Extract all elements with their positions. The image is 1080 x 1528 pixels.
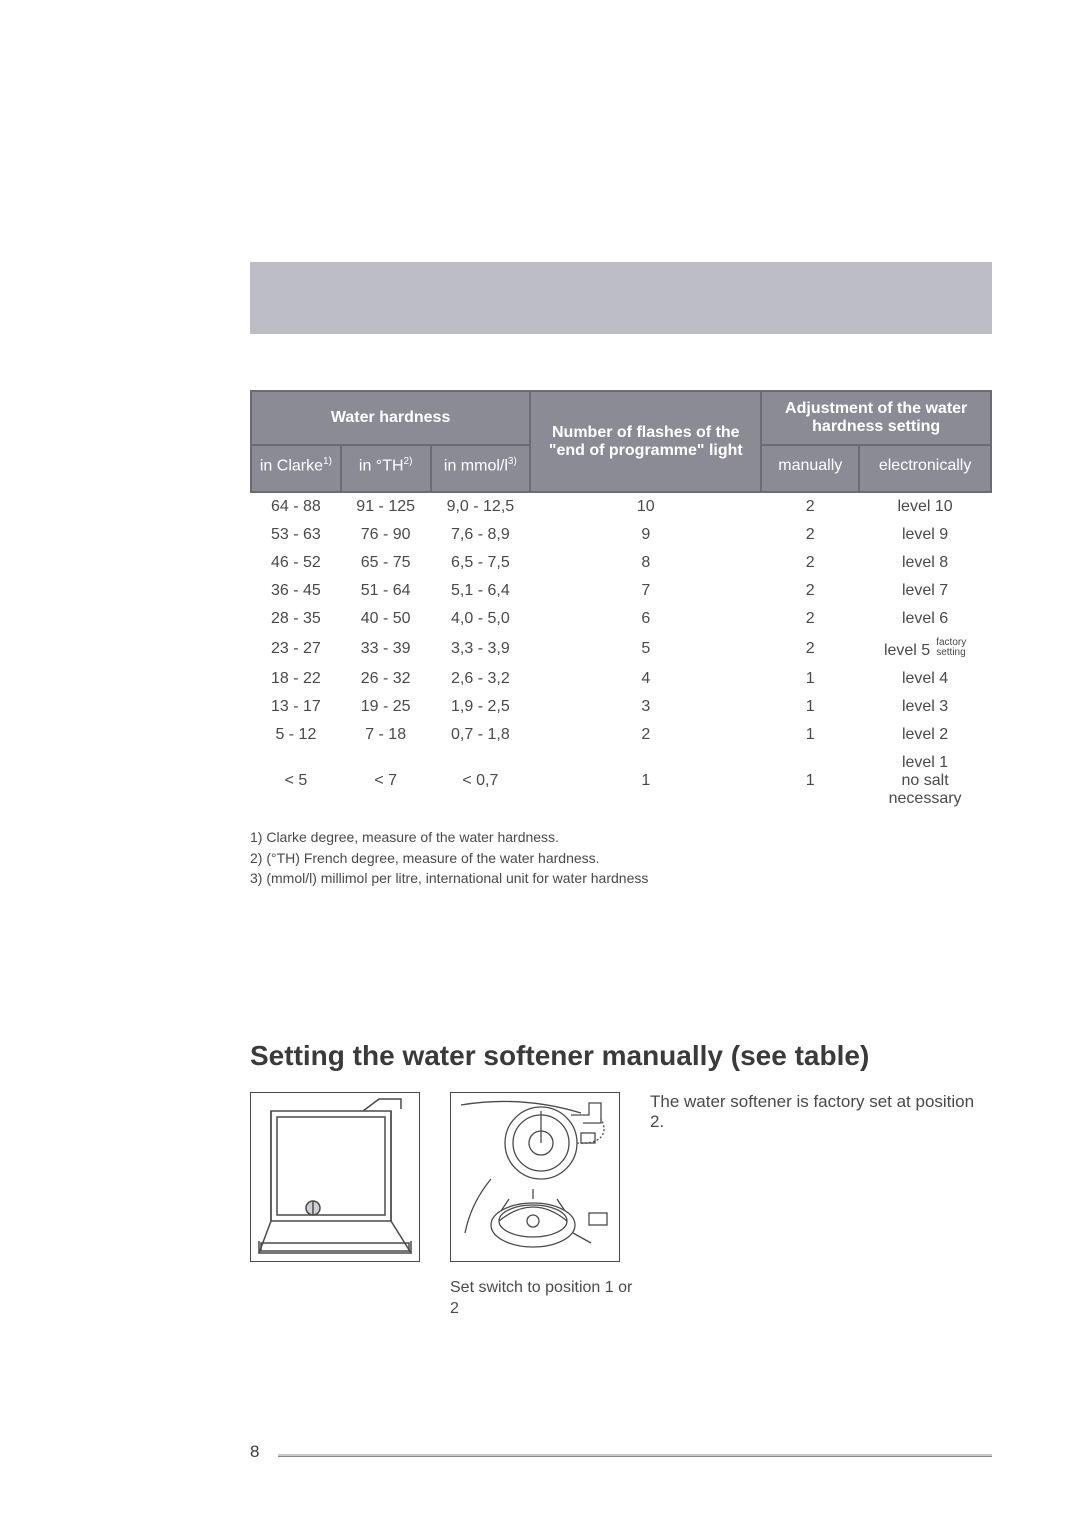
section-body-text: The water softener is factory set at pos… xyxy=(650,1092,992,1132)
table-cell: 5 - 12 xyxy=(251,721,341,749)
table-cell: 1,9 - 2,5 xyxy=(431,693,531,721)
table-cell: 1 xyxy=(761,749,859,813)
table-row: < 5< 7< 0,711level 1 no salt necessary xyxy=(251,749,991,813)
table-cell: 7,6 - 8,9 xyxy=(431,521,531,549)
table-cell: 46 - 52 xyxy=(251,549,341,577)
table-cell-level: level 6 xyxy=(859,605,991,633)
table-row: 23 - 2733 - 393,3 - 3,952level 5factory … xyxy=(251,633,991,665)
table-cell: 2 xyxy=(761,577,859,605)
th-clarke: in Clarke1) xyxy=(251,445,341,492)
table-cell-level: level 8 xyxy=(859,549,991,577)
table-row: 5 - 127 - 180,7 - 1,821level 2 xyxy=(251,721,991,749)
header-band xyxy=(250,262,992,334)
footnote-1: 1) Clarke degree, measure of the water h… xyxy=(250,827,992,847)
table-cell: < 7 xyxy=(341,749,431,813)
table-cell-level: level 10 xyxy=(859,492,991,521)
table-cell-level: level 4 xyxy=(859,665,991,693)
table-cell: 91 - 125 xyxy=(341,492,431,521)
table-cell-level: level 7 xyxy=(859,577,991,605)
table-cell: 76 - 90 xyxy=(341,521,431,549)
table-cell: 2 xyxy=(761,549,859,577)
table-cell: 40 - 50 xyxy=(341,605,431,633)
water-hardness-table: Water hardness Number of flashes of the … xyxy=(250,390,992,813)
table-cell: 7 - 18 xyxy=(341,721,431,749)
table-cell: 8 xyxy=(530,549,761,577)
th-adjustment: Adjustment of the water hardness setting xyxy=(761,391,991,445)
table-cell: 28 - 35 xyxy=(251,605,341,633)
table-cell: 64 - 88 xyxy=(251,492,341,521)
th-mmol: in mmol/l3) xyxy=(431,445,531,492)
footnote-3: 3) (mmol/l) millimol per litre, internat… xyxy=(250,868,992,888)
table-cell: 18 - 22 xyxy=(251,665,341,693)
table-cell: 33 - 39 xyxy=(341,633,431,665)
table-body: 64 - 8891 - 1259,0 - 12,5102level 1053 -… xyxy=(251,492,991,813)
table-cell-level: level 3 xyxy=(859,693,991,721)
table-cell: 5,1 - 6,4 xyxy=(431,577,531,605)
table-cell: 2 xyxy=(761,492,859,521)
table-row: 53 - 6376 - 907,6 - 8,992level 9 xyxy=(251,521,991,549)
th-manually: manually xyxy=(761,445,859,492)
table-cell: 53 - 63 xyxy=(251,521,341,549)
th-th: in °TH2) xyxy=(341,445,431,492)
table-cell: < 5 xyxy=(251,749,341,813)
illustration-switch xyxy=(450,1092,620,1262)
table-cell: 2 xyxy=(761,605,859,633)
table-cell: 1 xyxy=(761,693,859,721)
table-row: 36 - 4551 - 645,1 - 6,472level 7 xyxy=(251,577,991,605)
table-row: 13 - 1719 - 251,9 - 2,531level 3 xyxy=(251,693,991,721)
table-row: 46 - 5265 - 756,5 - 7,582level 8 xyxy=(251,549,991,577)
table-cell: 51 - 64 xyxy=(341,577,431,605)
table-cell: 10 xyxy=(530,492,761,521)
page-number: 8 xyxy=(250,1442,259,1462)
table-cell: 9,0 - 12,5 xyxy=(431,492,531,521)
table-cell: 2 xyxy=(761,521,859,549)
table-cell: 36 - 45 xyxy=(251,577,341,605)
table-cell: 13 - 17 xyxy=(251,693,341,721)
th-electronically: electronically xyxy=(859,445,991,492)
table-cell: 1 xyxy=(530,749,761,813)
table-cell: 2 xyxy=(530,721,761,749)
table-cell: 4,0 - 5,0 xyxy=(431,605,531,633)
table-cell-level: level 5factory setting xyxy=(859,633,991,665)
table-cell: 9 xyxy=(530,521,761,549)
table-cell: 19 - 25 xyxy=(341,693,431,721)
table-cell-level: level 2 xyxy=(859,721,991,749)
table-cell: 7 xyxy=(530,577,761,605)
footnotes: 1) Clarke degree, measure of the water h… xyxy=(250,827,992,888)
th-water-hardness: Water hardness xyxy=(251,391,530,445)
illustration-caption: Set switch to position 1 or 2 xyxy=(450,1278,640,1320)
table-cell: 26 - 32 xyxy=(341,665,431,693)
section-heading: Setting the water softener manually (see… xyxy=(250,1040,869,1072)
table-cell: 2,6 - 3,2 xyxy=(431,665,531,693)
table-cell: 4 xyxy=(530,665,761,693)
footnote-2: 2) (°TH) French degree, measure of the w… xyxy=(250,848,992,868)
table-cell: 1 xyxy=(761,721,859,749)
table-cell: 0,7 - 1,8 xyxy=(431,721,531,749)
footer-rule xyxy=(278,1454,992,1457)
table-cell: 2 xyxy=(761,633,859,665)
table-row: 28 - 3540 - 504,0 - 5,062level 6 xyxy=(251,605,991,633)
hardness-table-container: Water hardness Number of flashes of the … xyxy=(250,390,992,888)
table-row: 64 - 8891 - 1259,0 - 12,5102level 10 xyxy=(251,492,991,521)
table-cell: 3,3 - 3,9 xyxy=(431,633,531,665)
table-cell: 6,5 - 7,5 xyxy=(431,549,531,577)
table-row: 18 - 2226 - 322,6 - 3,241level 4 xyxy=(251,665,991,693)
th-flashes: Number of flashes of the "end of program… xyxy=(530,391,761,492)
table-cell-level: level 1 no salt necessary xyxy=(859,749,991,813)
table-cell: < 0,7 xyxy=(431,749,531,813)
manual-setting-row: The water softener is factory set at pos… xyxy=(250,1092,992,1262)
table-cell: 65 - 75 xyxy=(341,549,431,577)
table-cell: 5 xyxy=(530,633,761,665)
table-cell: 23 - 27 xyxy=(251,633,341,665)
illustration-dishwasher xyxy=(250,1092,420,1262)
table-cell: 6 xyxy=(530,605,761,633)
table-cell: 1 xyxy=(761,665,859,693)
table-cell-level: level 9 xyxy=(859,521,991,549)
table-cell: 3 xyxy=(530,693,761,721)
